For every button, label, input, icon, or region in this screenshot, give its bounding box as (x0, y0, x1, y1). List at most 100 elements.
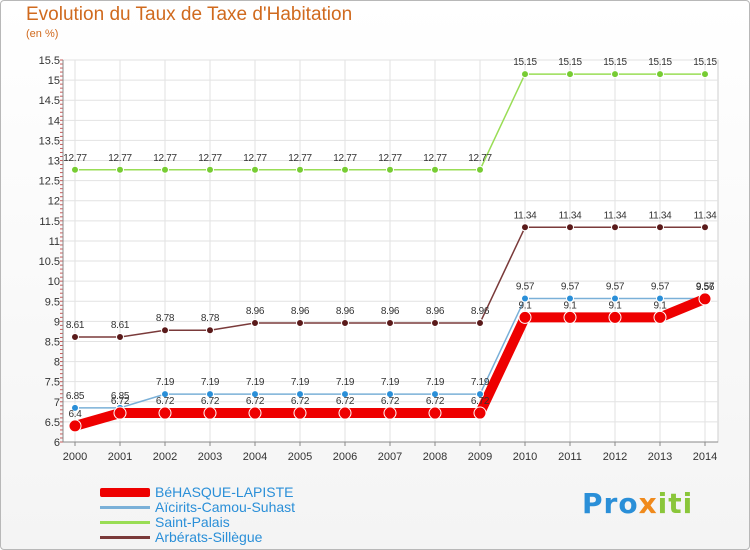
x-tick-label: 2006 (333, 451, 357, 463)
data-point (653, 310, 667, 324)
x-tick-label: 2007 (378, 451, 402, 463)
data-label: 12.77 (333, 153, 357, 164)
data-point (611, 294, 619, 303)
data-label: 9.1 (608, 300, 622, 311)
data-point (611, 223, 619, 232)
x-tick-label: 2003 (198, 451, 222, 463)
legend-label: Arbérats-Sillègue (155, 529, 263, 545)
data-label: 12.77 (288, 153, 312, 164)
data-label: 6.72 (156, 396, 175, 407)
legend-label: Saint-Palais (155, 514, 230, 530)
y-tick-label: 12 (48, 196, 60, 208)
y-tick-label: 7 (54, 397, 60, 409)
data-label: 12.77 (468, 153, 492, 164)
data-point (518, 310, 532, 324)
x-tick-label: 2008 (423, 451, 447, 463)
x-tick-label: 2011 (558, 451, 582, 463)
data-point (608, 310, 622, 324)
x-tick-label: 2013 (648, 451, 672, 463)
data-point (698, 292, 712, 306)
y-tick-label: 10.5 (39, 256, 60, 268)
data-label: 12.77 (423, 153, 447, 164)
y-tick-label: 11.5 (39, 216, 60, 228)
data-point (248, 406, 262, 420)
data-point (71, 165, 79, 174)
data-point (296, 165, 304, 174)
x-tick-label: 2014 (693, 451, 717, 463)
data-label: 7.19 (201, 377, 220, 388)
data-label: 15.15 (603, 57, 627, 68)
data-point (431, 165, 439, 174)
data-label: 8.78 (201, 313, 220, 324)
data-point (113, 406, 127, 420)
data-label: 8.96 (381, 306, 400, 317)
data-label: 7.19 (426, 377, 445, 388)
data-label: 9.1 (518, 300, 532, 311)
data-label: 8.96 (336, 306, 355, 317)
data-point (386, 318, 394, 327)
data-label: 15.15 (558, 57, 582, 68)
y-tick-label: 13 (48, 156, 60, 168)
data-point (701, 70, 709, 79)
data-label: 6.72 (246, 396, 265, 407)
data-point (296, 318, 304, 327)
data-label: 8.61 (66, 320, 85, 331)
legend-item: BéHASQUE-LAPISTE (100, 485, 400, 500)
y-tick-label: 9 (54, 316, 60, 328)
data-label: 8.78 (156, 313, 175, 324)
x-tick-label: 2002 (153, 451, 177, 463)
y-tick-label: 14 (48, 115, 60, 127)
data-point (116, 165, 124, 174)
data-point (338, 406, 352, 420)
data-label: 6.72 (111, 396, 130, 407)
data-label: 11.34 (649, 210, 673, 221)
data-label: 12.77 (243, 153, 267, 164)
data-point (71, 403, 79, 412)
data-point (206, 326, 214, 335)
data-point (473, 406, 487, 420)
data-point (656, 70, 664, 79)
data-point (476, 390, 484, 399)
data-label: 9.1 (653, 300, 667, 311)
data-point (203, 406, 217, 420)
data-point (386, 390, 394, 399)
proxiti-logo: Proxiti (582, 487, 693, 520)
legend-swatch-bequesque (100, 488, 150, 497)
data-point (293, 406, 307, 420)
data-label: 15.15 (648, 57, 672, 68)
data-point (161, 165, 169, 174)
y-tick-label: 8 (54, 357, 60, 369)
data-point (476, 165, 484, 174)
x-tick-label: 2012 (603, 451, 627, 463)
data-point (68, 419, 82, 433)
data-point (341, 390, 349, 399)
data-label: 12.77 (63, 153, 87, 164)
y-tick-label: 15.5 (39, 55, 60, 67)
data-point (566, 70, 574, 79)
logo-part: Pro (582, 487, 639, 520)
chart-legend: BéHASQUE-LAPISTE Aïcirits-Camou-Suhast S… (100, 485, 400, 545)
data-point (431, 390, 439, 399)
data-point (566, 223, 574, 232)
y-tick-label: 8.5 (45, 336, 60, 348)
data-label: 9.1 (563, 300, 577, 311)
data-point (383, 406, 397, 420)
data-point (431, 318, 439, 327)
data-label: 8.96 (471, 306, 490, 317)
data-label: 11.34 (694, 210, 718, 221)
chart-title: Evolution du Taux de Taxe d'Habitation (26, 4, 353, 25)
data-point (386, 165, 394, 174)
data-label: 7.19 (471, 377, 490, 388)
data-point (206, 165, 214, 174)
data-point (341, 165, 349, 174)
x-tick-label: 2009 (468, 451, 492, 463)
data-point (521, 70, 529, 79)
data-label: 9.57 (651, 281, 670, 292)
data-label: 6.85 (66, 391, 85, 402)
data-point (71, 333, 79, 342)
data-point (566, 294, 574, 303)
legend-item: Arbérats-Sillègue (100, 530, 400, 545)
data-label: 8.96 (291, 306, 310, 317)
x-tick-label: 2010 (513, 451, 537, 463)
